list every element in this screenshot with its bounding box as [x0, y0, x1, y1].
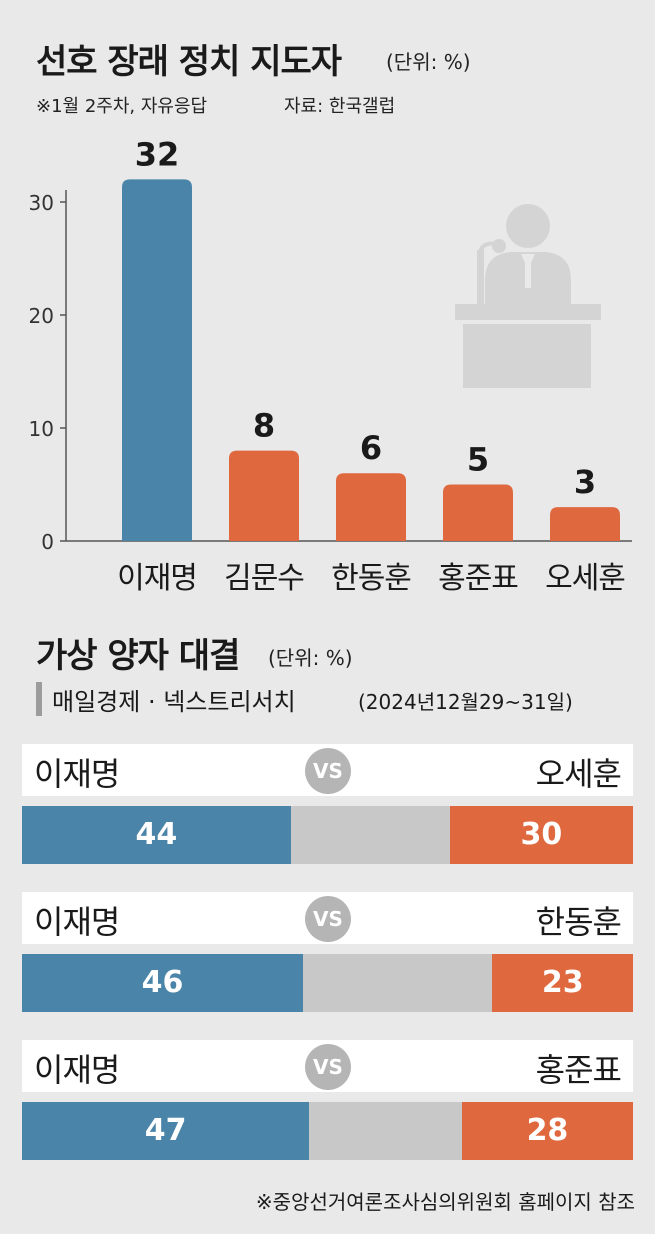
left-value-label: 46 — [141, 965, 184, 1000]
y-tick-label: 10 — [29, 417, 54, 441]
vs-badge: VS — [305, 748, 351, 794]
left-value-bar — [22, 954, 304, 1012]
bar-value-label: 6 — [360, 429, 382, 467]
matchup-left-name: 이재명 — [34, 903, 120, 941]
right-value-label: 28 — [526, 1113, 569, 1148]
right-value-bar — [461, 1102, 633, 1160]
category-label: 홍준표 — [438, 561, 518, 596]
bar-2 — [229, 450, 299, 541]
right-value-bar — [492, 954, 633, 1012]
top-chart-unit: (단위: %) — [386, 50, 471, 74]
vs-badge: VS — [305, 1044, 351, 1090]
matchup-right-name: 한동훈 — [535, 903, 622, 941]
other-value-bar — [309, 1102, 462, 1160]
bar-value-label: 32 — [135, 135, 180, 173]
matchup-left-name: 이재명 — [34, 1051, 120, 1089]
other-value-bar — [303, 954, 493, 1012]
category-label: 김문수 — [224, 561, 304, 596]
bar-value-label: 5 — [467, 441, 489, 479]
y-tick-label: 20 — [29, 304, 54, 328]
y-tick-label: 0 — [41, 530, 54, 554]
category-label: 오세훈 — [545, 561, 625, 596]
bar-1 — [122, 179, 192, 541]
right-value-label: 30 — [520, 817, 563, 852]
left-value-label: 44 — [135, 817, 178, 852]
left-value-bar — [22, 1102, 310, 1160]
bottom-chart-source: 매일경제 · 넥스트리서치 — [52, 688, 296, 716]
vs-badge: VS — [305, 896, 351, 942]
bar-value-label: 8 — [253, 407, 275, 445]
category-label: 이재명 — [117, 561, 197, 596]
bottom-chart-title: 가상 양자 대결 — [36, 636, 240, 676]
left-value-bar — [22, 806, 291, 864]
left-value-label: 47 — [144, 1113, 187, 1148]
podium-speaker-icon — [455, 204, 601, 388]
top-chart-source: 자료: 한국갤럽 — [284, 96, 396, 117]
bar-value-label: 3 — [574, 463, 596, 501]
bottom-chart-unit: (단위: %) — [268, 646, 353, 670]
right-value-bar — [449, 806, 633, 864]
matchup-left-name: 이재명 — [34, 755, 120, 793]
bar-3 — [336, 473, 406, 541]
footer-note: ※중앙선거여론조사심의위원회 홈페이지 참조 — [255, 1190, 635, 1214]
source-marker — [36, 682, 42, 716]
matchup-right-name: 홍준표 — [535, 1051, 622, 1089]
top-chart-title: 선호 장래 정치 지도자 — [36, 42, 342, 82]
top-bar-chart: 30 20 10 0 32 이재명 8 김문수 6 한동훈 5 홍준표 3 오세훈 — [29, 135, 632, 596]
bar-5 — [550, 507, 620, 541]
bottom-chart-period: (2024년12월29~31일) — [358, 690, 573, 714]
matchup-right-name: 오세훈 — [535, 755, 622, 793]
bar-4 — [443, 484, 513, 541]
right-value-label: 23 — [541, 965, 584, 1000]
y-tick-label: 30 — [29, 191, 54, 215]
other-value-bar — [290, 806, 450, 864]
category-label: 한동훈 — [331, 561, 411, 596]
top-chart-subtitle: ※1월 2주차, 자유응답 — [36, 96, 208, 117]
